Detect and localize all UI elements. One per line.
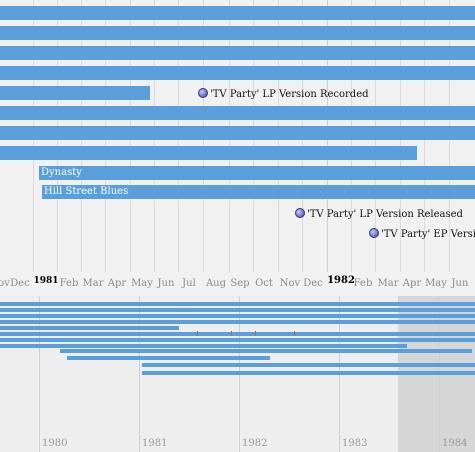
month-label: Nov: [279, 278, 301, 289]
event-label: 'TV Party' LP Version Released: [307, 209, 463, 220]
overview-bar: [67, 356, 270, 360]
overview-event-tick: [294, 331, 295, 336]
overview-bar: [0, 344, 407, 348]
timeline-bar[interactable]: [0, 146, 417, 160]
year-gridline: [139, 296, 140, 452]
timeline-bar[interactable]: [0, 66, 475, 80]
overview-bar: [0, 332, 475, 336]
year-label: 1982: [327, 275, 355, 286]
overview-bar: [60, 349, 472, 353]
overview-band[interactable]: 1980 1981 1982 1983 1984: [0, 296, 475, 452]
overview-bar: [0, 326, 179, 330]
timeline-bar[interactable]: [0, 6, 475, 20]
overview-bar: [0, 302, 475, 306]
overview-year-label: 1980: [42, 438, 68, 449]
overview-year-label: 1981: [142, 438, 168, 449]
event-label: 'TV Party' EP Version Released: [381, 229, 475, 240]
month-label: Dec: [303, 278, 323, 289]
month-label: May: [425, 278, 447, 289]
timeline-bar[interactable]: [0, 126, 475, 140]
overview-year-label: 1982: [242, 438, 268, 449]
month-label: Feb: [353, 278, 373, 289]
year-label: 1981: [33, 276, 59, 286]
overview-year-label: 1983: [342, 438, 368, 449]
month-label: Oct: [255, 278, 273, 289]
overview-event-tick: [197, 331, 198, 336]
month-label: ov: [0, 278, 10, 289]
timeline-bar[interactable]: [0, 106, 475, 120]
event-dot-icon: [295, 208, 305, 218]
month-label: Jun: [157, 278, 175, 289]
overview-event-tick: [231, 331, 232, 336]
month-label: Sep: [230, 278, 250, 289]
overview-bar: [142, 371, 475, 375]
month-label: Jul: [182, 278, 196, 289]
month-label: Dec: [10, 278, 30, 289]
detail-band[interactable]: Dynasty Hill Street Blues 'TV Party' LP …: [0, 0, 475, 296]
year-gridline: [39, 296, 40, 452]
timeline-bar[interactable]: [0, 46, 475, 60]
timeline-event[interactable]: 'TV Party' LP Version Released: [295, 208, 463, 221]
overview-bar: [0, 314, 475, 318]
overview-year-label: 1984: [442, 438, 468, 449]
timeline-event[interactable]: 'TV Party' EP Version Released: [369, 228, 475, 241]
month-label: Feb: [59, 278, 79, 289]
month-label: Apr: [402, 278, 422, 289]
timeline-event[interactable]: 'TV Party' LP Version Recorded: [198, 88, 369, 101]
month-label: Apr: [107, 278, 127, 289]
overview-event-tick: [255, 331, 256, 336]
overview-bar: [142, 363, 475, 367]
event-dot-icon: [369, 228, 379, 238]
month-label: Aug: [205, 278, 227, 289]
overview-bar: [0, 338, 475, 342]
overview-bar: [0, 308, 475, 312]
timeline-bar-hill-street-blues[interactable]: Hill Street Blues: [42, 185, 475, 199]
month-scale: ov Dec 1981 Feb Mar Apr May Jun Jul Aug …: [0, 273, 475, 295]
overview-bar: [0, 320, 475, 324]
month-label: Jun: [451, 278, 469, 289]
month-label: Mar: [82, 278, 104, 289]
timeline-bar[interactable]: [0, 86, 150, 100]
timeline-bar[interactable]: [0, 26, 475, 40]
timeline-bar-dynasty[interactable]: Dynasty: [39, 166, 475, 180]
month-label: Mar: [377, 278, 399, 289]
event-dot-icon: [198, 88, 208, 98]
month-label: May: [131, 278, 153, 289]
event-label: 'TV Party' LP Version Recorded: [210, 89, 369, 100]
